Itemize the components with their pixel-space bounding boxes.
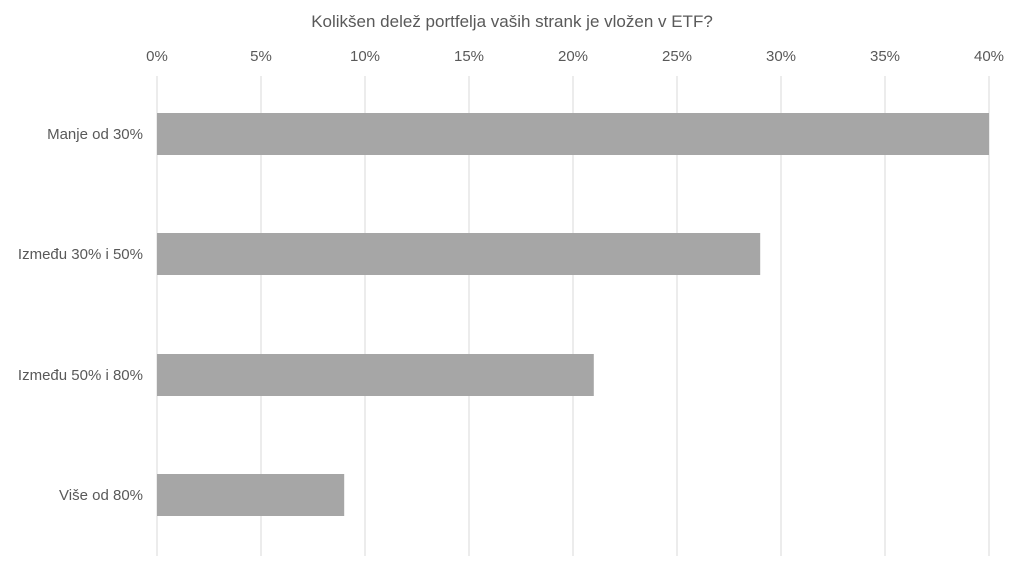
category-label: Manje od 30% [47, 126, 143, 143]
x-tick-label: 15% [454, 48, 484, 65]
x-tick-label: 10% [350, 48, 380, 65]
x-axis-ticks: 0% 5% 10% 15% 20% 25% 30% 35% 40% [146, 48, 1004, 65]
x-tick-label: 0% [146, 48, 168, 65]
x-tick-label: 30% [766, 48, 796, 65]
bars [157, 113, 989, 516]
bar [157, 474, 345, 516]
category-label: Između 30% i 50% [18, 246, 143, 263]
chart-title: Kolikšen delež portfelja vaših strank je… [311, 12, 713, 31]
bar [157, 233, 761, 275]
x-tick-label: 25% [662, 48, 692, 65]
x-tick-label: 20% [558, 48, 588, 65]
bar [157, 354, 594, 396]
x-tick-label: 35% [870, 48, 900, 65]
x-tick-label: 40% [974, 48, 1004, 65]
category-label: Između 50% i 80% [18, 367, 143, 384]
category-labels: Manje od 30% Između 30% i 50% Između 50% i… [18, 126, 143, 504]
category-label: Više od 80% [59, 487, 143, 504]
gridlines [156, 76, 990, 556]
bar [157, 113, 989, 155]
x-tick-label: 5% [250, 48, 272, 65]
